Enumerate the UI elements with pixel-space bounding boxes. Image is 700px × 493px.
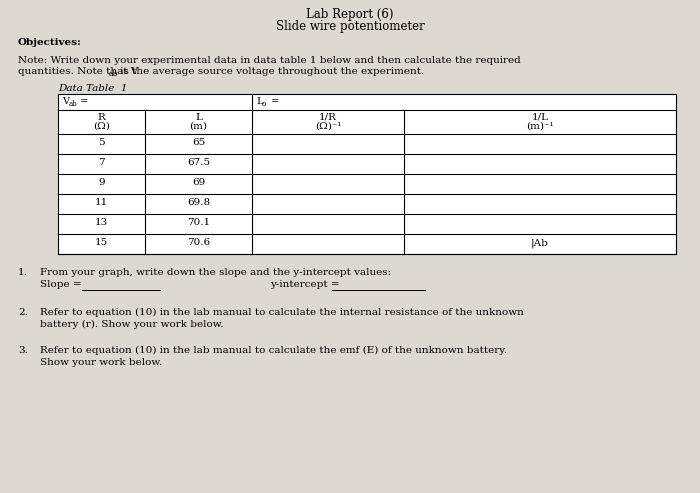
Text: 69: 69 — [192, 178, 205, 187]
Text: y-intercept =: y-intercept = — [270, 280, 343, 289]
Text: Slope =: Slope = — [40, 280, 85, 289]
Text: (m)⁻¹: (m)⁻¹ — [526, 122, 554, 131]
Text: 11: 11 — [95, 198, 108, 207]
Text: battery (r). Show your work below.: battery (r). Show your work below. — [40, 320, 223, 329]
Text: 7: 7 — [98, 158, 105, 167]
Text: |Ab: |Ab — [531, 238, 549, 247]
Text: Note: Write down your experimental data in data table 1 below and then calculate: Note: Write down your experimental data … — [18, 56, 521, 65]
Text: =: = — [77, 97, 88, 106]
Text: 5: 5 — [98, 138, 105, 147]
Text: is the average source voltage throughout the experiment.: is the average source voltage throughout… — [117, 67, 424, 76]
Text: (Ω)⁻¹: (Ω)⁻¹ — [315, 122, 342, 131]
Text: V: V — [62, 97, 69, 106]
Text: Show your work below.: Show your work below. — [40, 358, 162, 367]
Text: 70.1: 70.1 — [187, 218, 210, 227]
Text: 65: 65 — [192, 138, 205, 147]
Text: =: = — [268, 97, 279, 106]
Text: ab: ab — [69, 100, 78, 108]
Text: 15: 15 — [95, 238, 108, 247]
Text: Objectives:: Objectives: — [18, 38, 82, 47]
Text: L: L — [195, 113, 202, 122]
Text: 1.: 1. — [18, 268, 28, 277]
Text: 2.: 2. — [18, 308, 28, 317]
Text: 70.6: 70.6 — [187, 238, 210, 247]
Text: o: o — [262, 100, 266, 108]
Text: Lab Report (6): Lab Report (6) — [307, 8, 393, 21]
Text: 69.8: 69.8 — [187, 198, 210, 207]
Text: Slide wire potentiometer: Slide wire potentiometer — [276, 20, 424, 33]
Text: 9: 9 — [98, 178, 105, 187]
Text: 3.: 3. — [18, 346, 28, 355]
Text: 1/R: 1/R — [319, 113, 337, 122]
Text: Data Table  1: Data Table 1 — [58, 84, 127, 93]
Text: L: L — [256, 97, 262, 106]
Text: ab: ab — [109, 70, 118, 77]
Text: Refer to equation (10) in the lab manual to calculate the emf (E) of the unknown: Refer to equation (10) in the lab manual… — [40, 346, 507, 355]
Text: R: R — [97, 113, 106, 122]
Text: Refer to equation (10) in the lab manual to calculate the internal resistance of: Refer to equation (10) in the lab manual… — [40, 308, 524, 317]
Text: 13: 13 — [95, 218, 108, 227]
Text: 1/L: 1/L — [531, 113, 549, 122]
Text: From your graph, write down the slope and the y-intercept values:: From your graph, write down the slope an… — [40, 268, 391, 277]
Bar — [58, 94, 676, 254]
Text: 67.5: 67.5 — [187, 158, 210, 167]
Text: (Ω): (Ω) — [93, 122, 110, 131]
Text: (m): (m) — [190, 122, 207, 131]
Text: quantities. Note that V: quantities. Note that V — [18, 67, 139, 76]
